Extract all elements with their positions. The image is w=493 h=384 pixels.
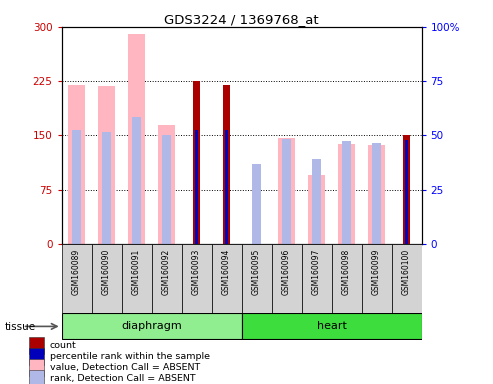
Bar (133, 117, 141, 244)
Text: heart: heart (317, 321, 347, 331)
FancyBboxPatch shape (331, 244, 361, 313)
Bar (69, 85, 85, 244)
Text: GSM160096: GSM160096 (282, 249, 291, 295)
Text: GSM160090: GSM160090 (102, 249, 111, 295)
Text: GSM160091: GSM160091 (132, 249, 141, 295)
Bar (195, 130, 198, 244)
Bar (128, 34, 145, 244)
FancyBboxPatch shape (302, 244, 331, 313)
Bar (29, 359, 44, 376)
Text: GSM160094: GSM160094 (222, 249, 231, 295)
Text: value, Detection Call = ABSENT: value, Detection Call = ABSENT (50, 363, 200, 372)
Title: GDS3224 / 1369768_at: GDS3224 / 1369768_at (164, 13, 319, 26)
Text: GSM160097: GSM160097 (312, 249, 321, 295)
Text: count: count (50, 341, 76, 350)
Text: GSM160099: GSM160099 (372, 249, 381, 295)
Bar (103, 132, 111, 244)
Text: GSM160093: GSM160093 (192, 249, 201, 295)
FancyBboxPatch shape (92, 244, 122, 313)
Text: percentile rank within the sample: percentile rank within the sample (50, 352, 210, 361)
FancyBboxPatch shape (361, 244, 391, 313)
Bar (313, 159, 321, 244)
Bar (29, 370, 44, 384)
FancyBboxPatch shape (122, 244, 152, 313)
Text: GSM160100: GSM160100 (402, 249, 411, 295)
Text: rank, Detection Call = ABSENT: rank, Detection Call = ABSENT (50, 374, 195, 383)
Bar (225, 130, 228, 244)
Bar (282, 139, 291, 244)
Bar (29, 337, 44, 354)
FancyBboxPatch shape (242, 313, 422, 339)
Bar (99, 86, 115, 244)
Bar (193, 81, 200, 244)
Text: GSM160095: GSM160095 (252, 249, 261, 295)
Bar (308, 175, 325, 244)
Bar (162, 136, 171, 244)
Bar (279, 137, 295, 244)
Text: GSM160089: GSM160089 (72, 249, 81, 295)
Bar (338, 144, 355, 244)
Text: tissue: tissue (5, 322, 36, 332)
Bar (158, 124, 175, 244)
Text: GSM160092: GSM160092 (162, 249, 171, 295)
Text: GSM160098: GSM160098 (342, 249, 351, 295)
FancyBboxPatch shape (62, 244, 92, 313)
Bar (372, 142, 381, 244)
Bar (405, 141, 408, 244)
Bar (368, 145, 385, 244)
FancyBboxPatch shape (152, 244, 181, 313)
Bar (342, 141, 351, 244)
Bar (252, 164, 261, 244)
Bar (403, 136, 410, 244)
FancyBboxPatch shape (242, 244, 272, 313)
Bar (223, 85, 230, 244)
FancyBboxPatch shape (181, 244, 211, 313)
Bar (29, 348, 44, 364)
FancyBboxPatch shape (62, 313, 242, 339)
FancyBboxPatch shape (391, 244, 422, 313)
FancyBboxPatch shape (211, 244, 242, 313)
FancyBboxPatch shape (272, 244, 302, 313)
Text: diaphragm: diaphragm (121, 321, 182, 331)
Bar (72, 129, 81, 244)
